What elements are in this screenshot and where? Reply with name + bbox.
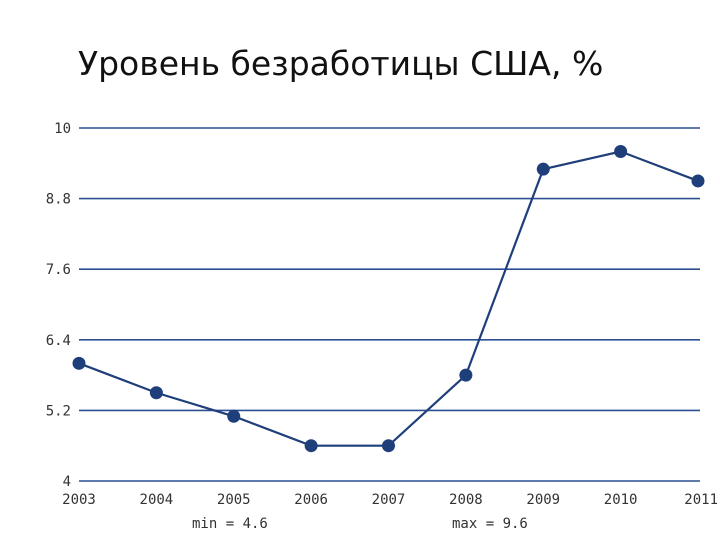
max-stat-label: max = 9.6 <box>452 516 528 532</box>
x-tick-label: 2011 <box>684 492 718 508</box>
y-tick-label: 8.8 <box>46 192 71 208</box>
y-tick-label: 5.2 <box>46 403 71 419</box>
x-tick-labels: 2003 2004 2005 2006 2007 2008 2009 2010 2011 <box>62 492 718 508</box>
series-line <box>78 150 699 447</box>
min-stat-label: min = 4.6 <box>192 516 268 532</box>
x-tick-label: 2010 <box>604 492 638 508</box>
x-tick-label: 2007 <box>372 492 406 508</box>
x-tick-label: 2006 <box>294 492 328 508</box>
y-tick-label: 7.6 <box>46 262 71 278</box>
grid-lines <box>79 127 700 482</box>
data-point-2010 <box>614 145 628 159</box>
data-point-2008 <box>459 368 473 382</box>
data-point-2009 <box>536 162 550 176</box>
x-tick-label: 2003 <box>62 492 96 508</box>
y-tick-labels: 4 5.2 6.4 7.6 8.8 10 <box>46 121 71 490</box>
data-point-2004 <box>149 386 163 400</box>
data-point-2003 <box>72 356 86 370</box>
series-polyline <box>78 150 699 447</box>
x-tick-label: 2009 <box>526 492 560 508</box>
y-tick-label: 6.4 <box>46 333 71 349</box>
data-point-2011 <box>691 174 705 188</box>
y-tick-label: 10 <box>54 121 71 137</box>
slide-title: Уровень безработицы США, % <box>78 44 604 83</box>
x-tick-label: 2004 <box>140 492 174 508</box>
x-tick-label: 2008 <box>449 492 483 508</box>
data-point-2007 <box>382 439 395 453</box>
y-tick-label: 4 <box>63 474 71 490</box>
x-tick-label: 2005 <box>217 492 251 508</box>
series-points <box>72 145 705 453</box>
data-point-2005 <box>227 409 241 423</box>
data-point-2006 <box>304 439 318 453</box>
